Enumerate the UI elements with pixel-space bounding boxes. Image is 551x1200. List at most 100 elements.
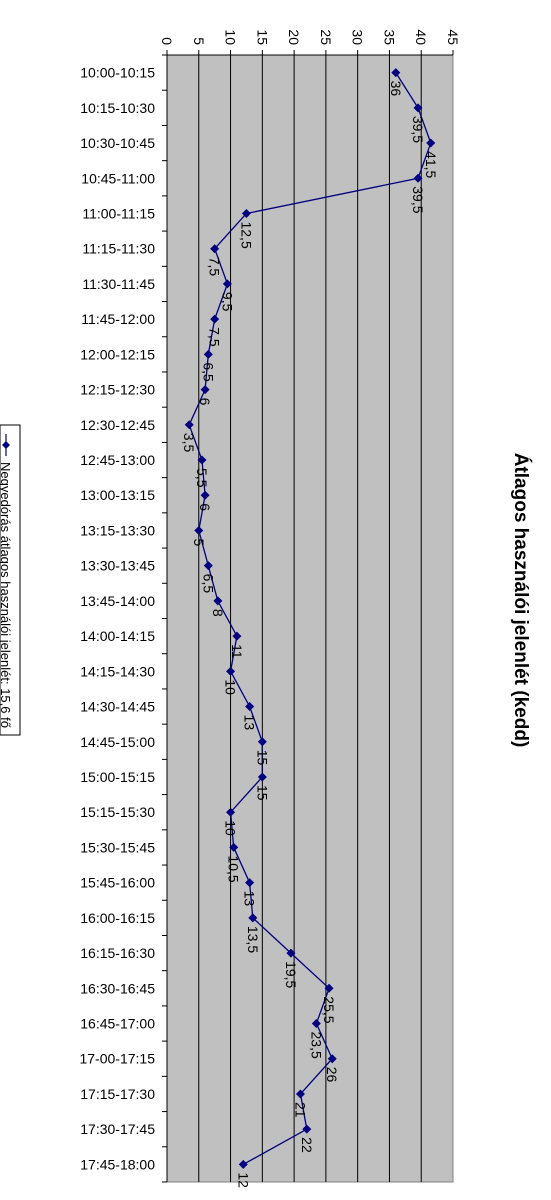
data-label-group: 6 [197,503,213,511]
data-point [238,1159,248,1169]
data-label-group: 36 [388,81,404,97]
data-point [194,525,204,535]
value-tick-label: 15 [254,29,270,45]
data-label-group: 6,5 [200,574,216,594]
category-tick-label: 14:45-15:00 [80,734,155,750]
data-label: 10 [223,679,239,695]
data-point [245,702,255,712]
category-tick-label: 15:00-15:15 [80,769,155,785]
data-label: 13 [242,891,258,907]
data-label-group: 10 [223,679,239,695]
data-label: 6,5 [200,574,216,594]
data-label: 3,5 [181,433,197,453]
category-tick-label: 14:00-14:15 [80,628,155,644]
data-point [184,420,194,430]
value-tick-label: 25 [318,29,334,45]
data-label-group: 13 [242,715,258,731]
category-tick-label: 17:45-18:00 [80,1156,155,1172]
data-label-group: 10,5 [226,855,242,882]
data-label: 6 [197,398,213,406]
data-label: 23,5 [308,1032,324,1059]
data-point [226,666,236,676]
data-label: 9,5 [219,292,235,312]
category-tick-label: 10:15-10:30 [80,100,155,116]
data-label: 15 [254,785,270,801]
category-tick-label: 13:30-13:45 [80,558,155,574]
data-label-group: 12,5 [238,221,254,248]
data-point [295,1089,305,1099]
data-point [210,314,220,324]
data-label: 13 [242,715,258,731]
value-axis-ticks: 0 5 10 15 20 25 30 35 40 45 [159,29,461,55]
data-point [200,490,210,500]
data-label: 15 [254,750,270,766]
data-point [197,455,207,465]
data-label: 11 [229,644,245,659]
value-tick-label: 40 [413,29,429,45]
data-label: 5,5 [194,468,210,488]
data-label: 22 [299,1137,315,1153]
data-point [426,138,436,148]
data-label: 10,5 [226,855,242,882]
value-tick-label: 5 [191,37,207,45]
data-label-group: 41,5 [423,151,439,178]
data-label-layer: 36 39,5 41,5 39,5 12,5 7,5 9,5 7,5 6,5 6 3,5 5,5 6 5 6… [181,81,439,1189]
value-tick-label-group: 20 [286,29,302,45]
category-tick-label: 11:00-11:15 [82,205,155,221]
data-label-group: 9,5 [219,292,235,312]
data-label: 6 [197,503,213,511]
data-label: 7,5 [207,257,223,277]
data-point [324,983,334,993]
data-label-group: 13,5 [245,926,261,953]
data-point [311,1019,321,1029]
category-tick-label: 14:30-14:45 [80,699,155,715]
category-axis-ticks: 10:00-10:15 10:15-10:30 10:30-10:45 10:45-1… [79,65,155,1173]
data-label: 8 [210,609,226,617]
data-label: 12 [235,1172,251,1188]
category-tick-label: 11:30-11:45 [82,276,155,292]
category-tick-label: 12:30-12:45 [80,417,155,433]
value-tick-label: 45 [445,29,461,45]
category-tick-label: 17:30-17:45 [80,1121,155,1137]
data-label-group: 12 [235,1172,251,1188]
data-label: 26 [324,1067,340,1083]
data-label: 6,5 [200,362,216,382]
category-tick-label: 12:15-12:30 [80,382,155,398]
data-label-group: 39,5 [410,186,426,213]
data-label: 39,5 [410,116,426,143]
value-tick-label-group: 15 [254,29,270,45]
legend-label: Negyedórás átlagos használói jelenlét: 1… [0,462,13,728]
data-point [200,385,210,395]
chart-title: Átlagos használói jelenlét (kedd) [510,453,532,748]
data-point [413,173,423,183]
plot-area [166,54,454,1183]
data-label: 21 [292,1102,308,1118]
category-tick-label: 10:45-11:00 [81,170,155,186]
value-tick-label: 20 [286,29,302,45]
category-tick-label: 11:15-11:30 [82,241,155,257]
data-point [257,737,267,747]
category-tick-label: 15:15-15:30 [80,804,155,820]
data-point [257,772,267,782]
data-point [248,913,258,923]
value-tick-label-group: 35 [381,29,397,45]
data-label: 12,5 [238,221,254,248]
data-label-group: 11 [229,644,245,659]
data-point [241,208,251,218]
data-label-group: 25,5 [321,996,337,1023]
data-label-group: 13 [242,891,258,907]
data-label-group: 19,5 [283,961,299,988]
data-label-group: 15 [254,750,270,766]
data-point [391,68,401,78]
category-tick-label: 13:00-13:15 [80,487,155,503]
value-tick-label-group: 5 [191,37,207,45]
value-tick-label: 30 [350,29,366,45]
value-tick-label-group: 40 [413,29,429,45]
legend: Negyedórás átlagos használói jelenlét: 1… [0,424,21,736]
value-tick-label: 0 [159,37,175,45]
data-label: 10 [223,820,239,836]
category-tick-label: 14:15-14:30 [80,663,155,679]
data-point [232,631,242,641]
data-label-group: 7,5 [207,327,223,347]
